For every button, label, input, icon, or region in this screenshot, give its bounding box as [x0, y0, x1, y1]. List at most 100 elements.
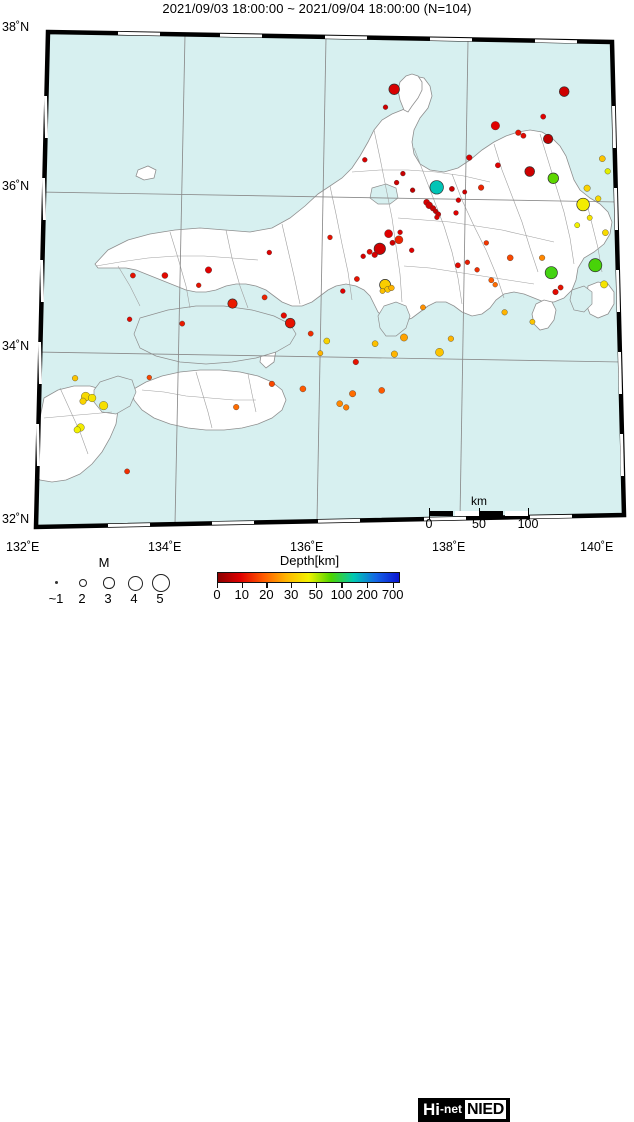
- earthquake-marker[interactable]: [371, 251, 378, 258]
- earthquake-marker[interactable]: [600, 280, 608, 289]
- earthquake-marker[interactable]: [449, 186, 455, 192]
- earthquake-marker[interactable]: [397, 229, 403, 235]
- earthquake-marker[interactable]: [227, 298, 238, 309]
- earthquake-marker[interactable]: [409, 247, 415, 253]
- earthquake-marker[interactable]: [599, 155, 606, 162]
- earthquake-marker[interactable]: [515, 129, 522, 136]
- earthquake-marker[interactable]: [501, 309, 508, 316]
- earthquake-marker[interactable]: [79, 397, 87, 405]
- earthquake-marker[interactable]: [388, 284, 395, 291]
- earthquake-marker[interactable]: [73, 426, 81, 434]
- earthquake-marker[interactable]: [455, 262, 461, 269]
- earthquake-marker[interactable]: [400, 170, 406, 177]
- earthquake-marker[interactable]: [409, 187, 416, 193]
- earthquake-marker[interactable]: [205, 266, 212, 274]
- earthquake-marker[interactable]: [390, 350, 398, 358]
- earthquake-marker[interactable]: [462, 189, 468, 195]
- earthquake-marker[interactable]: [307, 330, 314, 337]
- earthquake-marker[interactable]: [366, 248, 373, 255]
- earthquake-marker[interactable]: [317, 350, 324, 357]
- earthquake-marker[interactable]: [543, 133, 554, 144]
- earthquake-marker[interactable]: [352, 358, 359, 366]
- earthquake-marker[interactable]: [266, 249, 272, 256]
- earthquake-marker[interactable]: [323, 337, 331, 345]
- earthquake-marker[interactable]: [336, 400, 343, 407]
- earthquake-marker[interactable]: [524, 166, 535, 177]
- earthquake-marker[interactable]: [435, 348, 444, 357]
- scale-bar-unit: km: [471, 494, 487, 508]
- magnitude-circle-4: [127, 575, 143, 591]
- earthquake-marker[interactable]: [400, 333, 408, 342]
- earthquake-marker[interactable]: [464, 259, 471, 265]
- seismicity-map[interactable]: 38˚N 36˚N 34˚N 32˚N: [0, 18, 634, 535]
- earthquake-marker[interactable]: [490, 121, 500, 131]
- earthquake-marker[interactable]: [88, 393, 97, 403]
- earthquake-marker[interactable]: [520, 132, 527, 139]
- earthquake-marker[interactable]: [327, 234, 333, 241]
- earthquake-marker[interactable]: [604, 168, 611, 175]
- earthquake-marker[interactable]: [124, 468, 130, 475]
- earthquake-marker[interactable]: [382, 104, 389, 110]
- earthquake-marker[interactable]: [299, 385, 307, 393]
- earthquake-marker[interactable]: [179, 320, 186, 327]
- earthquake-marker[interactable]: [488, 277, 495, 284]
- earthquake-marker[interactable]: [268, 380, 275, 387]
- earthquake-marker[interactable]: [529, 318, 536, 325]
- earthquake-marker[interactable]: [547, 172, 559, 184]
- earthquake-marker[interactable]: [429, 180, 444, 195]
- earthquake-marker[interactable]: [492, 282, 498, 288]
- earthquake-marker[interactable]: [576, 197, 590, 212]
- earthquake-marker[interactable]: [340, 288, 346, 294]
- earthquake-marker[interactable]: [130, 272, 136, 279]
- earthquake-marker[interactable]: [583, 184, 591, 192]
- earthquake-marker[interactable]: [447, 335, 454, 342]
- earthquake-marker[interactable]: [588, 258, 603, 273]
- earthquake-marker[interactable]: [371, 340, 379, 347]
- earthquake-marker[interactable]: [343, 404, 350, 411]
- earthquake-marker[interactable]: [539, 254, 546, 261]
- earthquake-marker[interactable]: [388, 83, 400, 95]
- earthquake-marker[interactable]: [474, 267, 480, 273]
- earthquake-marker[interactable]: [196, 282, 202, 288]
- earthquake-marker[interactable]: [378, 387, 385, 394]
- earthquake-marker[interactable]: [506, 254, 514, 262]
- earthquake-marker[interactable]: [72, 375, 79, 382]
- earthquake-marker[interactable]: [495, 162, 501, 169]
- earthquake-marker[interactable]: [362, 157, 368, 163]
- earthquake-marker[interactable]: [354, 276, 360, 282]
- earthquake-marker[interactable]: [483, 240, 489, 246]
- earthquake-marker[interactable]: [161, 272, 169, 279]
- earthquake-marker[interactable]: [540, 113, 547, 120]
- earthquake-marker[interactable]: [379, 288, 386, 294]
- earthquake-marker[interactable]: [453, 210, 459, 216]
- earthquake-marker[interactable]: [455, 197, 462, 203]
- earthquake-marker[interactable]: [126, 316, 133, 322]
- earthquake-marker[interactable]: [552, 288, 559, 296]
- earthquake-marker[interactable]: [146, 374, 152, 381]
- earthquake-marker[interactable]: [393, 179, 400, 186]
- earthquake-marker[interactable]: [544, 266, 558, 280]
- earthquake-marker[interactable]: [233, 404, 240, 411]
- earthquake-marker[interactable]: [280, 312, 287, 319]
- map-canvas[interactable]: [0, 18, 634, 535]
- earthquake-marker[interactable]: [420, 304, 426, 311]
- earthquake-marker[interactable]: [284, 317, 296, 329]
- earthquake-marker[interactable]: [586, 214, 593, 221]
- earthquake-marker[interactable]: [478, 184, 485, 191]
- earthquake-marker[interactable]: [574, 222, 581, 229]
- earthquake-markers[interactable]: [72, 83, 611, 475]
- earthquake-marker[interactable]: [557, 284, 564, 291]
- earthquake-marker[interactable]: [349, 390, 357, 398]
- earthquake-marker[interactable]: [394, 235, 404, 245]
- earthquake-marker[interactable]: [99, 401, 109, 411]
- earthquake-marker[interactable]: [466, 154, 473, 161]
- earthquake-marker[interactable]: [384, 229, 393, 238]
- earthquake-marker[interactable]: [360, 253, 366, 259]
- earthquake-marker[interactable]: [389, 239, 396, 246]
- earthquake-marker[interactable]: [434, 214, 440, 220]
- earthquake-marker[interactable]: [558, 86, 570, 97]
- earthquake-marker[interactable]: [602, 229, 609, 236]
- earthquake-marker[interactable]: [261, 294, 268, 301]
- earthquake-marker[interactable]: [595, 195, 602, 202]
- earthquake-marker[interactable]: [373, 242, 386, 255]
